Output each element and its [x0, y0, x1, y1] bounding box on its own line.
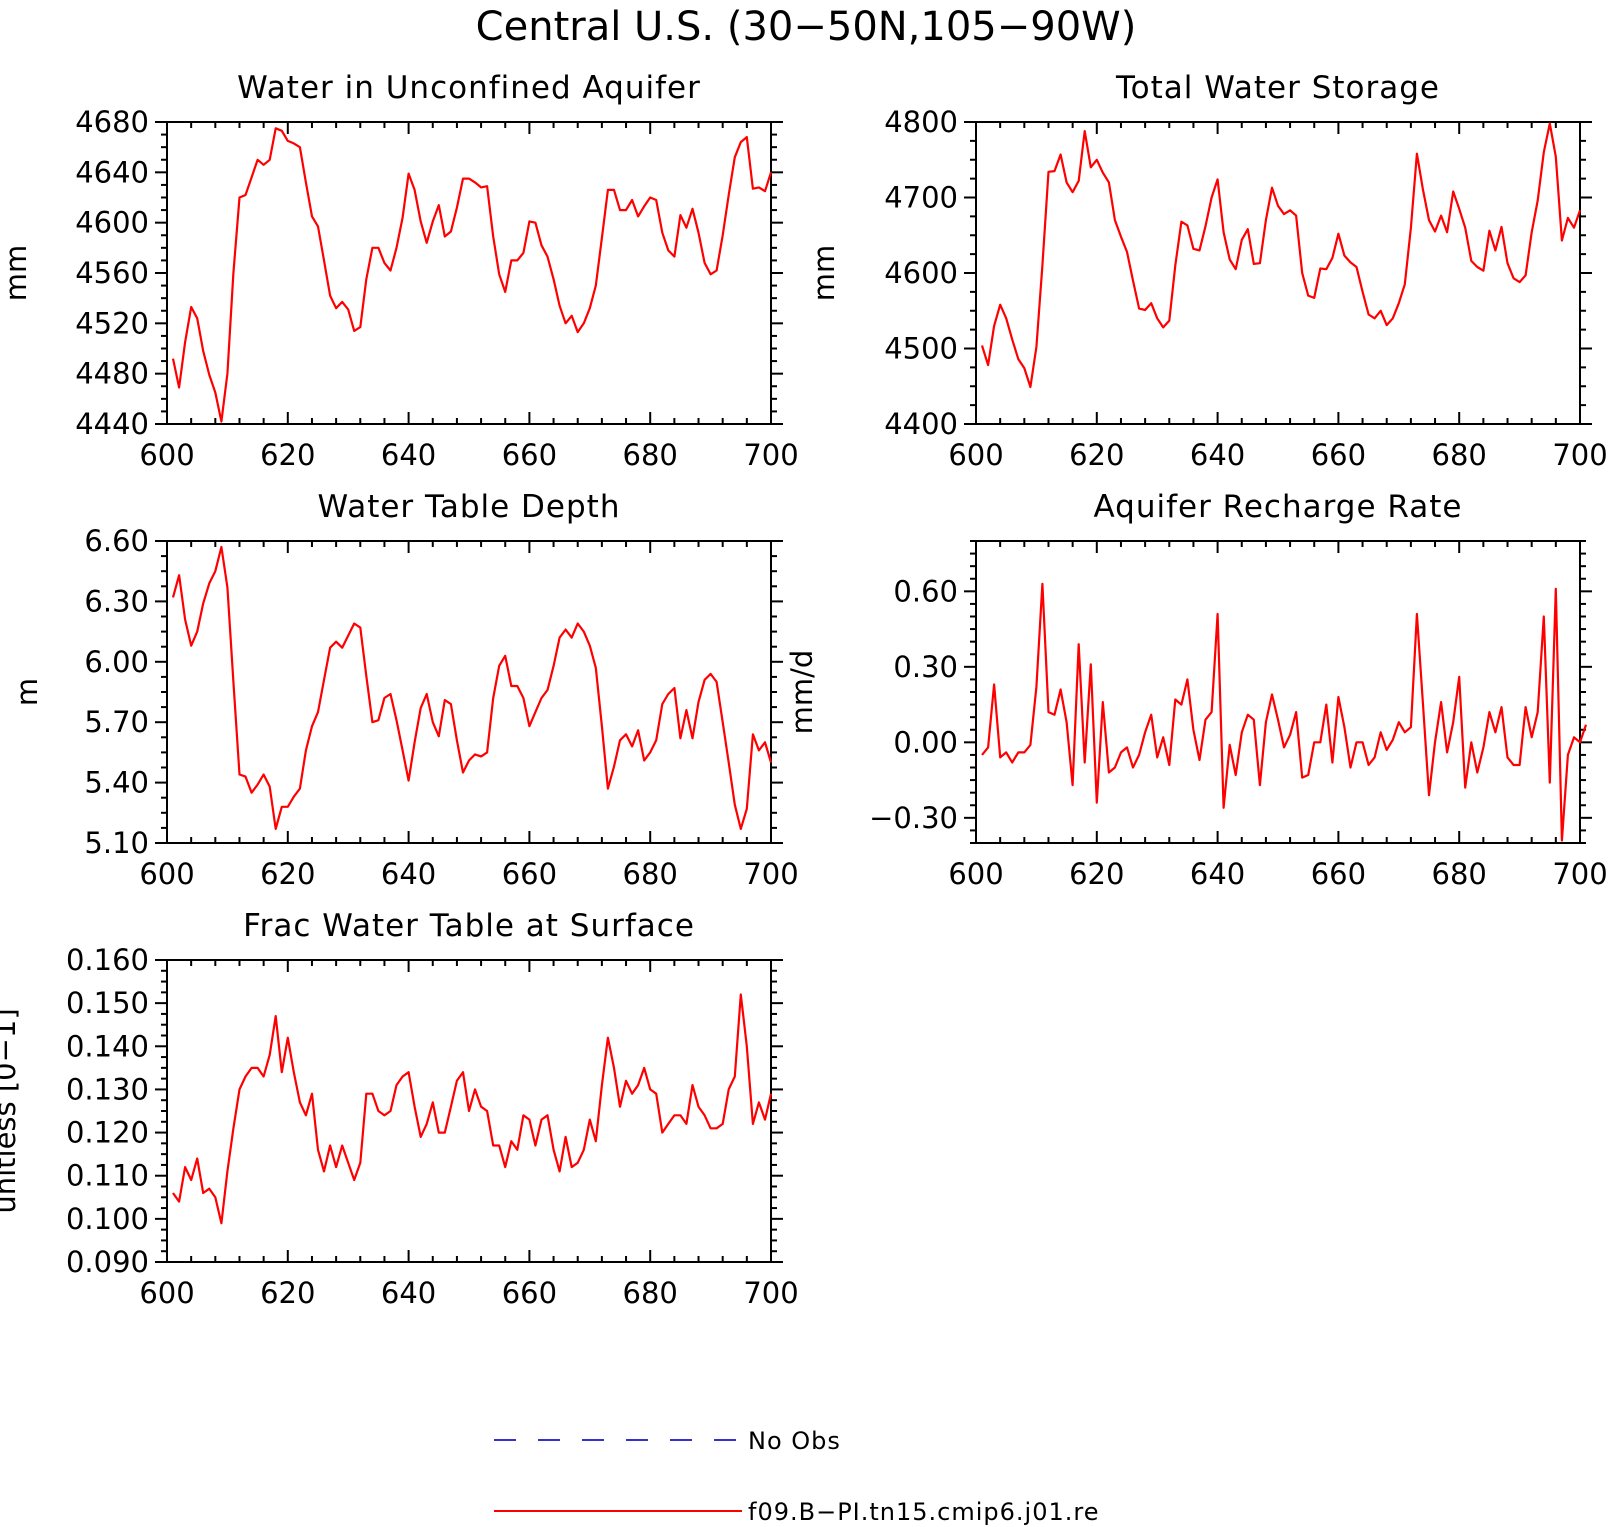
chart-panel-2: Total Water Storage 600 620 640 660 680 700 440…	[807, 70, 1608, 472]
x-tick-label: 620	[260, 438, 315, 472]
x-tick-label: 680	[623, 1276, 678, 1310]
x-tick-label: 600	[139, 857, 194, 891]
x-tick-label: 620	[1069, 857, 1124, 891]
y-tick-label: 0.150	[66, 986, 149, 1020]
y-axis-label: unitless [0−1]	[0, 1008, 22, 1213]
y-tick-label: −0.30	[869, 801, 958, 835]
series-line	[981, 582, 1588, 842]
series-line	[980, 122, 1582, 389]
x-tick-label: 680	[1432, 857, 1487, 891]
x-tick-label: 600	[139, 1276, 194, 1310]
x-tick-label: 660	[502, 857, 557, 891]
y-tick-label: 0.120	[66, 1116, 149, 1150]
x-tick-label: 700	[743, 1276, 798, 1310]
x-tick-label: 640	[381, 438, 436, 472]
y-tick-label: 4600	[75, 206, 149, 240]
chart-panel-4: Aquifer Recharge Rate 600 620 640 660 680 700 −…	[785, 489, 1608, 891]
series-line	[171, 127, 773, 423]
chart-title: Total Water Storage	[1115, 70, 1440, 106]
y-tick-label: 0.160	[66, 943, 149, 977]
y-tick-label: 0.090	[66, 1245, 149, 1279]
y-axis-label: mm	[807, 245, 841, 302]
x-tick-label: 620	[260, 857, 315, 891]
y-axis-label: m	[10, 678, 44, 706]
y-tick-label: 0.140	[66, 1029, 149, 1063]
x-tick-label: 680	[623, 438, 678, 472]
x-tick-label: 640	[381, 857, 436, 891]
chart-panel-3: Water Table Depth 600 620 640 660 680 700 5.10 5…	[10, 489, 799, 891]
legend: No Obs f09.B−PI.tn15.cmip6.j01.re	[494, 1427, 1099, 1526]
y-tick-label: 6.60	[84, 524, 149, 558]
x-tick-label: 660	[502, 438, 557, 472]
y-tick-label: 0.30	[893, 650, 958, 684]
legend-label-model: f09.B−PI.tn15.cmip6.j01.re	[748, 1498, 1099, 1526]
y-tick-label: 4600	[884, 256, 958, 290]
y-tick-label: 0.60	[893, 574, 958, 608]
figure-title: Central U.S. (30−50N,105−90W)	[476, 4, 1137, 50]
y-tick-label: 4400	[884, 407, 958, 441]
x-tick-label: 660	[1311, 438, 1366, 472]
y-tick-label: 5.70	[84, 705, 149, 739]
y-tick-label: 0.110	[66, 1159, 149, 1193]
chart-title: Water Table Depth	[318, 489, 621, 525]
x-tick-label: 640	[381, 1276, 436, 1310]
y-tick-label: 6.00	[84, 645, 149, 679]
x-tick-label: 600	[948, 857, 1003, 891]
y-tick-label: 4560	[75, 256, 149, 290]
plot-frame	[166, 121, 772, 425]
y-tick-label: 4800	[884, 105, 958, 139]
plot-frame	[975, 121, 1581, 425]
y-tick-label: 0.100	[66, 1202, 149, 1236]
chart-title: Aquifer Recharge Rate	[1094, 489, 1463, 525]
x-tick-label: 640	[1190, 438, 1245, 472]
x-tick-label: 680	[1432, 438, 1487, 472]
x-tick-label: 660	[1311, 857, 1366, 891]
x-tick-label: 700	[743, 438, 798, 472]
chart-panel-5: Frac Water Table at Surface 600 620 640 660 6…	[0, 908, 799, 1310]
chart-title: Water in Unconfined Aquifer	[237, 70, 701, 106]
y-tick-label: 4680	[75, 105, 149, 139]
y-tick-label: 4500	[884, 332, 958, 366]
chart-panel-1: Water in Unconfined Aquifer 600 620 640 660 6…	[0, 70, 799, 472]
y-tick-label: 5.10	[84, 826, 149, 860]
x-tick-label: 640	[1190, 857, 1245, 891]
plot-frame	[166, 540, 772, 844]
x-tick-label: 600	[948, 438, 1003, 472]
y-tick-label: 6.30	[84, 584, 149, 618]
chart-title: Frac Water Table at Surface	[243, 908, 695, 944]
y-tick-label: 4480	[75, 357, 149, 391]
y-tick-label: 4700	[884, 181, 958, 215]
x-tick-label: 660	[502, 1276, 557, 1310]
x-tick-label: 600	[139, 438, 194, 472]
chart-panels: Water in Unconfined Aquifer 600 620 640 660 6…	[0, 70, 1608, 1310]
x-tick-label: 700	[1552, 438, 1607, 472]
y-tick-label: 0.130	[66, 1072, 149, 1106]
x-tick-label: 700	[743, 857, 798, 891]
y-tick-label: 0.00	[893, 725, 958, 759]
series-line	[171, 545, 773, 831]
series-line	[172, 993, 773, 1225]
x-tick-label: 680	[623, 857, 678, 891]
x-tick-label: 700	[1552, 857, 1607, 891]
y-axis-label: mm/d	[785, 650, 819, 735]
legend-label-no-obs: No Obs	[748, 1427, 841, 1455]
y-tick-label: 4440	[75, 407, 149, 441]
y-tick-label: 5.40	[84, 766, 149, 800]
y-axis-label: mm	[0, 245, 33, 302]
y-tick-label: 4640	[75, 155, 149, 189]
x-tick-label: 620	[1069, 438, 1124, 472]
plot-frame	[975, 540, 1581, 844]
x-tick-label: 620	[260, 1276, 315, 1310]
y-tick-label: 4520	[75, 306, 149, 340]
